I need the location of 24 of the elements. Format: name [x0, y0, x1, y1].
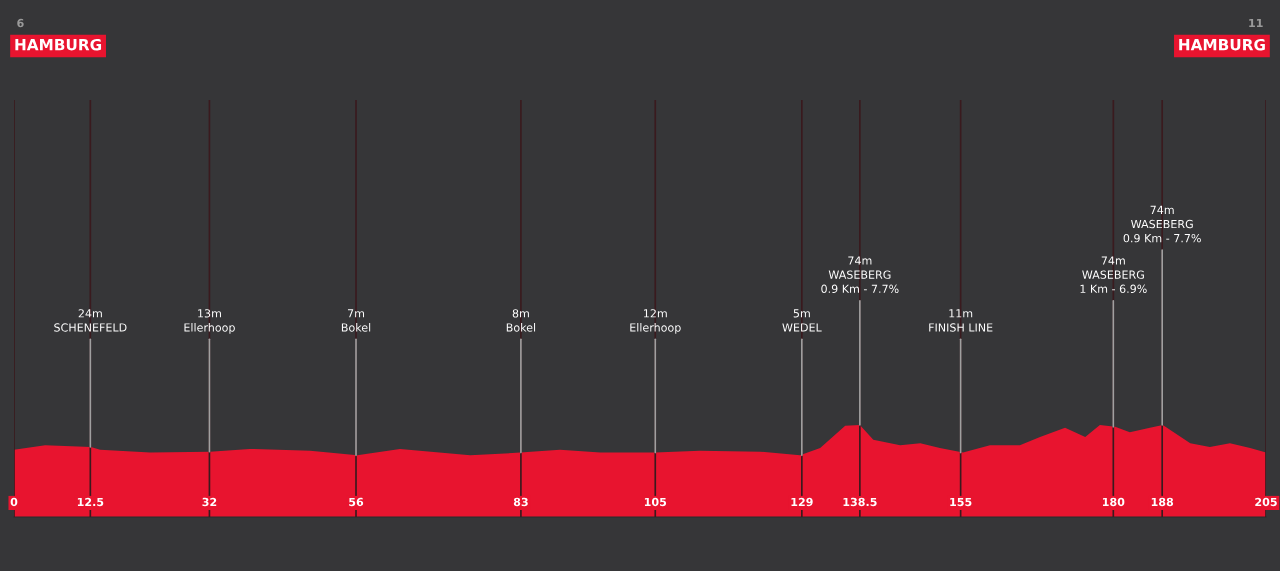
x-tick-label: 205: [1255, 497, 1277, 507]
x-tick-label: 129: [791, 497, 813, 507]
annotation: 13m Ellerhoop: [184, 309, 235, 334]
annotation: 7m Bokel: [341, 309, 371, 332]
x-tick-label: 138.5: [843, 497, 877, 507]
x-tick-label: 0: [10, 497, 18, 507]
annotation: 24m SCHENEFELD: [54, 309, 127, 332]
x-tick-label: 32: [202, 497, 217, 507]
x-tick-label: 188: [1151, 497, 1174, 507]
annotation: 74m WASEBERG 0.9 Km - 7.7%: [821, 256, 899, 293]
x-tick-label: 155: [950, 497, 972, 507]
x-tick-label: 12.5: [77, 497, 104, 507]
annotation: 12m Ellerhoop: [630, 309, 681, 334]
x-tick-label: 105: [644, 497, 667, 507]
x-tick-label: 83: [513, 497, 528, 507]
text: 11 HAMBURG: [1179, 18, 1265, 51]
x-tick-label: 180: [1102, 497, 1125, 507]
annotation: 74m WASEBERG 0.9 Km - 7.7%: [1123, 205, 1201, 243]
annotation: 11m FINISH LINE: [929, 309, 993, 332]
annotation: 8m Bokel: [506, 309, 536, 332]
text: 6 HAMBURG: [15, 18, 102, 51]
x-tick-label: 56: [349, 497, 364, 507]
annotation: 74m WASEBERG 1 Km - 6.9%: [1080, 256, 1147, 293]
annotation: 5m WEDEL: [782, 309, 822, 332]
